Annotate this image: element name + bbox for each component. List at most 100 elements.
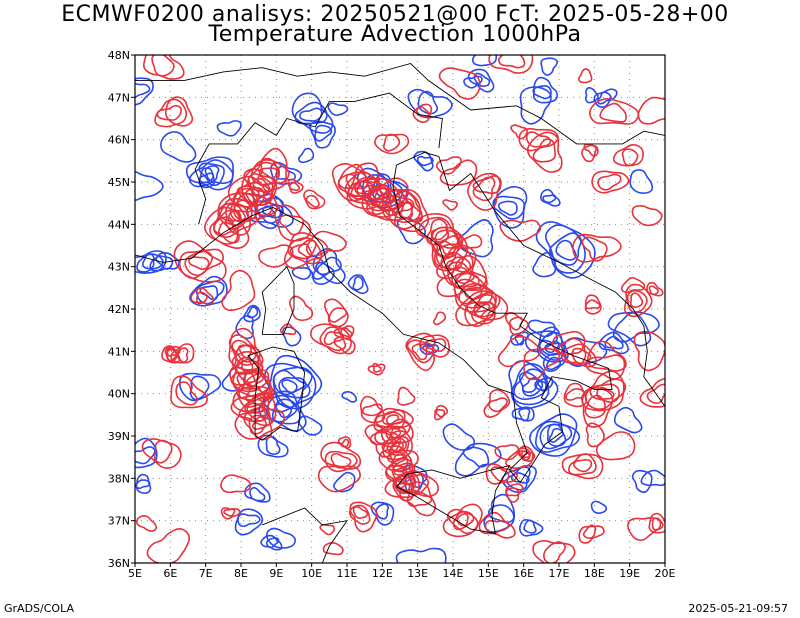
lon-tick-label: 14E	[443, 567, 464, 580]
warm-advection-contour	[509, 316, 524, 331]
warm-advection-core	[406, 339, 435, 364]
warm-advection-contour	[498, 55, 526, 69]
warm-advection-core	[217, 202, 252, 236]
warm-advection-contour	[279, 323, 297, 336]
map-title-line2: Temperature Advection 1000hPa	[208, 22, 582, 47]
warm-advection-contour	[176, 347, 189, 364]
lon-tick-label: 5E	[128, 567, 142, 580]
grid-lines	[135, 55, 665, 563]
warm-advection-core	[382, 430, 413, 461]
warm-advection-contour	[288, 295, 314, 322]
warm-advection-core	[432, 235, 461, 260]
cold-advection-contour	[265, 435, 281, 455]
cold-advection-contour	[291, 267, 312, 280]
warm-advection-contour	[288, 181, 301, 192]
warm-advection-core	[454, 271, 475, 285]
warm-advection-contour	[305, 194, 320, 208]
warm-advection-contour	[490, 466, 510, 482]
cold-advection-contour	[135, 82, 151, 99]
warm-advection-contour	[408, 474, 429, 496]
warm-advection-core	[380, 420, 411, 445]
warm-advection-contour	[499, 219, 542, 242]
warm-advection-contour	[322, 541, 344, 556]
cold-advection-core	[529, 413, 578, 457]
warm-advection-contour	[597, 173, 622, 191]
cold-advection-contour	[333, 471, 356, 493]
lon-tick-label: 16E	[513, 567, 534, 580]
lon-tick-label: 10E	[301, 567, 322, 580]
lat-tick-label: 45N	[108, 176, 130, 189]
warm-advection-contour	[505, 445, 534, 470]
cold-advection-contour	[312, 261, 330, 280]
lat-tick-label: 41N	[108, 345, 130, 358]
warm-advection-contour	[510, 124, 528, 140]
warm-advection-contour	[438, 67, 481, 100]
cold-advection-core	[352, 276, 364, 291]
warm-advection-contour	[565, 387, 586, 401]
warm-advection-contour	[415, 106, 430, 118]
lat-tick-label: 48N	[108, 49, 130, 62]
cold-advection-contour	[265, 527, 297, 549]
warm-advection-core	[232, 372, 272, 413]
cold-advection-contour	[135, 479, 151, 490]
warm-advection-contour	[153, 439, 173, 464]
cold-advection-contour	[178, 372, 222, 402]
cold-advection-contour	[198, 172, 215, 184]
cold-advection-core	[347, 274, 369, 295]
warm-advection-core	[391, 202, 423, 223]
warm-advection-core	[324, 450, 358, 473]
cold-advection-contour	[155, 255, 174, 270]
cold-advection-core	[135, 250, 167, 274]
warm-advection-contour	[523, 347, 560, 381]
warm-advection-contour	[526, 131, 563, 173]
cold-advection-contour	[341, 391, 358, 403]
cold-advection-contour	[463, 75, 483, 89]
warm-advection-contour	[646, 383, 665, 404]
warm-advection-contour	[361, 403, 383, 417]
warm-advection-core	[229, 344, 264, 386]
lat-tick-label: 39N	[108, 430, 130, 443]
warm-advection-contour	[505, 487, 520, 497]
cold-advection-core	[538, 339, 566, 356]
cold-advection-core	[473, 72, 491, 87]
warm-advection-core	[297, 243, 313, 258]
warm-advection-core	[435, 243, 477, 288]
warm-advection-core	[399, 201, 414, 220]
cold-advection-contour	[540, 57, 558, 76]
warm-advection-contour	[220, 474, 252, 494]
warm-advection-contour	[581, 236, 608, 262]
cold-advection-contour	[613, 406, 643, 434]
warm-advection-core	[453, 278, 493, 309]
cold-advection-contour	[257, 434, 289, 458]
warm-advection-core	[330, 452, 352, 469]
balkan-coastline	[438, 156, 665, 407]
warm-advection-core	[388, 445, 413, 473]
cold-advection-contour	[396, 216, 426, 245]
warm-advection-core	[392, 453, 407, 465]
corsica-coastline	[261, 265, 295, 335]
warm-advection-contour	[488, 55, 534, 74]
warm-advection-contour	[396, 386, 416, 406]
cold-advection-contour	[244, 482, 271, 503]
warm-advection-core	[234, 408, 285, 440]
warm-advection-core	[387, 198, 404, 215]
cold-advection-contour	[260, 534, 283, 551]
warm-advection-contour	[442, 199, 458, 211]
warm-advection-contour	[287, 178, 304, 194]
warm-advection-core	[426, 218, 450, 246]
warm-advection-contour	[488, 397, 508, 413]
warm-advection-core	[473, 302, 491, 318]
lon-tick-label: 6E	[163, 567, 177, 580]
warm-advection-core	[385, 462, 416, 484]
cold-advection-core	[467, 68, 495, 93]
cold-advection-core	[273, 369, 311, 399]
warm-advection-core	[252, 177, 271, 194]
warm-advection-core	[246, 402, 265, 414]
warm-advection-contour	[572, 233, 622, 263]
warm-advection-core	[384, 471, 420, 499]
cold-advection-core	[548, 427, 564, 443]
warm-advection-contour	[484, 519, 510, 535]
warm-advection-contour	[646, 281, 664, 297]
cold-advection-contour	[249, 486, 266, 502]
